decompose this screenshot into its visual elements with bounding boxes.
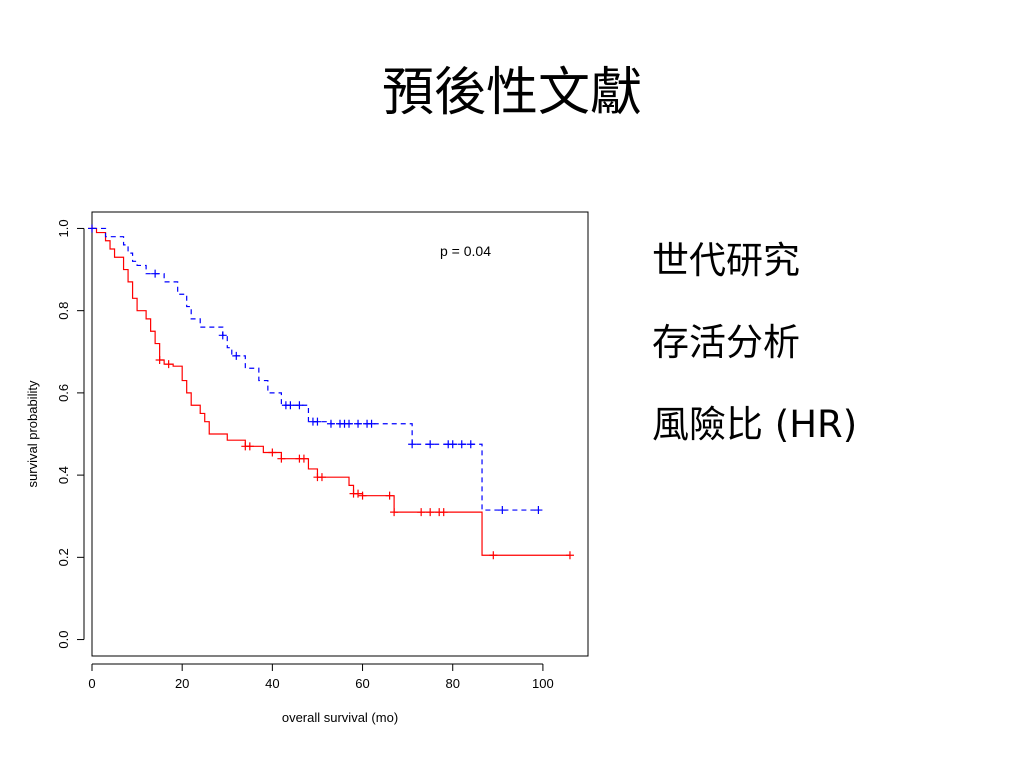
censor-mark-2: [498, 506, 507, 515]
x-axis-label: overall survival (mo): [282, 710, 398, 725]
x-tick-label: 80: [445, 676, 459, 691]
bullet-list: 世代研究 存活分析 風險比 (HR): [652, 240, 857, 486]
bullet-survival-analysis: 存活分析: [652, 321, 800, 364]
censor-mark-2: [218, 331, 227, 340]
y-tick-label: 0.0: [56, 631, 71, 649]
slide-title: 預後性文獻: [381, 63, 642, 123]
censor-mark-2: [232, 351, 241, 360]
x-tick-label: 100: [532, 676, 554, 691]
x-tick-label: 60: [355, 676, 369, 691]
censor-mark-1: [439, 508, 448, 517]
censor-mark-2: [408, 440, 417, 449]
censor-mark-1: [565, 551, 574, 560]
survival-curve-1: [92, 227, 570, 556]
censor-mark-1: [299, 454, 308, 463]
censor-mark-1: [489, 551, 498, 560]
censor-mark-2: [295, 401, 304, 410]
y-tick-label: 1.0: [56, 219, 71, 237]
censor-mark-2: [313, 417, 322, 426]
censor-mark-2: [426, 440, 435, 449]
censor-mark-2: [326, 419, 335, 428]
censor-mark-1: [390, 508, 399, 517]
censor-mark-2: [534, 506, 543, 515]
y-tick-label: 0.4: [56, 466, 71, 484]
censor-mark-1: [358, 491, 367, 500]
censor-mark-1: [164, 360, 173, 369]
censor-mark-1: [317, 473, 326, 482]
censor-mark-2: [354, 419, 363, 428]
y-axis-label: survival probability: [25, 380, 40, 487]
censor-mark-2: [345, 419, 354, 428]
survival-curve-2: [92, 227, 539, 511]
censor-mark-1: [354, 489, 363, 498]
bullet-cohort-study: 世代研究: [652, 239, 800, 282]
x-tick-label: 0: [88, 676, 95, 691]
censor-mark-2: [448, 440, 457, 449]
censor-mark-2: [88, 224, 96, 233]
y-tick-label: 0.6: [56, 384, 71, 402]
y-tick-label: 0.2: [56, 548, 71, 566]
censor-mark-1: [245, 442, 254, 451]
censor-mark-2: [286, 401, 295, 410]
bullet-hazard-ratio: 風險比 (HR): [652, 403, 858, 446]
censor-mark-1: [426, 508, 435, 517]
censor-mark-1: [155, 356, 164, 364]
p-value-annotation: p = 0.04: [440, 243, 491, 259]
censor-mark-1: [268, 448, 277, 457]
censor-mark-2: [457, 440, 466, 449]
censor-mark-2: [466, 440, 475, 449]
censor-mark-2: [151, 269, 160, 278]
censor-mark-1: [417, 508, 426, 517]
censor-mark-1: [385, 491, 394, 500]
plot-frame: [91, 211, 589, 657]
x-tick-label: 40: [265, 676, 279, 691]
censor-mark-2: [367, 419, 376, 428]
censor-mark-1: [277, 454, 286, 463]
y-tick-label: 0.8: [56, 302, 71, 320]
x-tick-label: 20: [175, 676, 189, 691]
